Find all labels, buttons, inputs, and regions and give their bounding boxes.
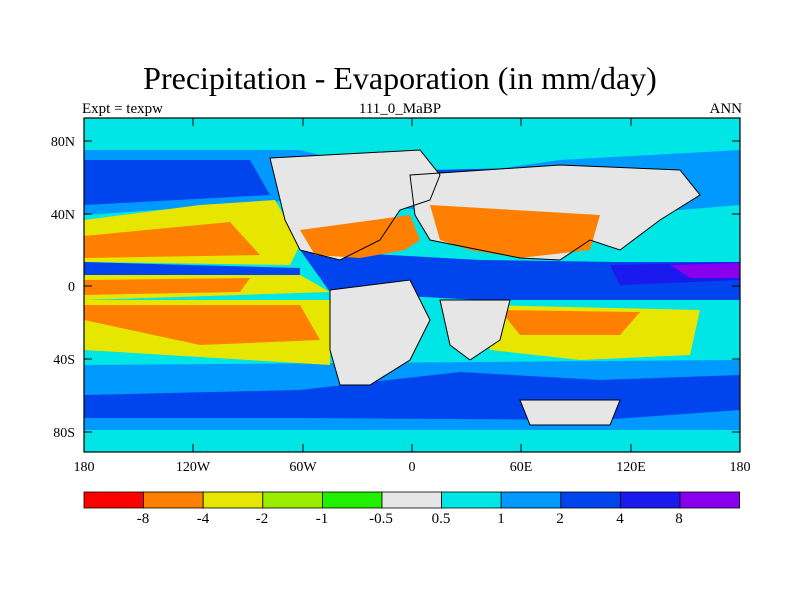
equatorial-pacific-driest [84,278,250,295]
colorbar-box [620,491,681,509]
coastlines [269,149,701,426]
lon-label: 60W [289,460,317,475]
colorbar-label: 1 [497,511,505,527]
lat-label: 40N [51,208,75,223]
north-pacific-storm-track [84,160,270,205]
north-pacific-itcz [84,262,300,275]
colorbar-label: 0.5 [432,511,451,527]
antarctica-land [520,400,620,425]
map-field [84,118,740,452]
colorbar-box [321,491,383,509]
coast-north-america [269,149,441,261]
colorbar-box [679,491,740,509]
time-label: 111_0_MaBP [358,101,442,117]
lon-label: 180 [74,460,95,475]
colorbar-label: 8 [675,511,683,527]
colorbar-box [500,491,562,509]
lat-label: 0 [68,280,75,295]
colorbar-label: 4 [616,511,624,527]
colorbar-box [83,491,144,509]
lat-label: 80S [53,426,75,441]
lon-label: 120W [176,460,211,475]
lon-label: 60E [510,460,533,475]
map-title: Precipitation - Evaporation (in mm/day) [143,60,657,96]
lon-label: 0 [409,460,416,475]
lat-label: 40S [53,353,75,368]
colorbar-label: -8 [137,511,150,527]
colorbar-box [560,491,621,509]
lon-label: 120E [616,460,646,475]
colorbar-label: -2 [256,511,269,527]
south-america-land [330,280,430,385]
south-pacific-driest [84,305,320,345]
colorbar-label: 2 [556,511,564,527]
colorbar-box [262,491,323,509]
coast-eurasia [409,164,701,261]
lat-label: 80N [51,135,75,150]
lon-axis: 180 120W 60W 0 60E 120E 180 [74,460,751,475]
colorbar [83,491,740,509]
colorbar-box [143,491,204,509]
colorbar-label: -0.5 [369,511,393,527]
colorbar-box [381,491,442,509]
season-label: ANN [709,101,743,117]
colorbar-label: -4 [197,511,210,527]
coast-antarctica [519,399,621,426]
west-pacific-peak [670,263,740,278]
colorbar-labels: -8 -4 -2 -1 -0.5 0.5 1 2 4 8 [137,511,683,527]
colorbar-box [202,491,264,509]
lat-axis: 80N 40N 0 40S 80S [51,135,75,441]
north-pacific-driest [84,222,260,258]
colorbar-label: -1 [316,511,329,527]
coast-south-america [329,279,431,386]
colorbar-box [441,491,502,509]
lon-label: 180 [730,460,751,475]
sahara-dry-region [430,205,600,258]
coast-africa-south [439,299,511,361]
axis-ticks [83,118,741,452]
experiment-label: Expt = texpw [82,101,163,117]
south-indian-driest [500,310,640,335]
